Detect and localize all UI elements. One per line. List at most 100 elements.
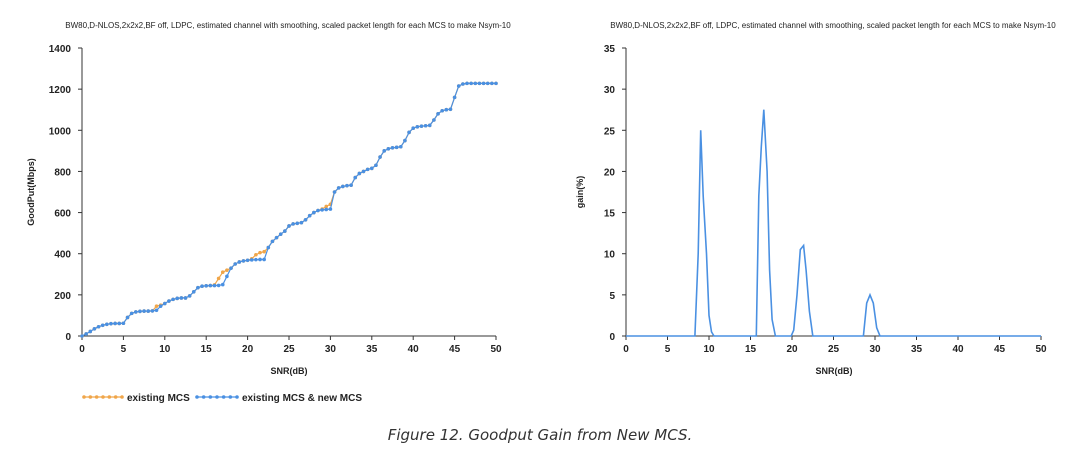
data-point (361, 169, 366, 174)
data-point (167, 299, 171, 303)
y-tick-label: 800 (54, 167, 71, 178)
y-tick-label: 1000 (49, 126, 72, 137)
data-point (109, 321, 113, 326)
data-point (324, 207, 329, 212)
data-point (370, 166, 374, 171)
legend-marker (82, 395, 86, 399)
data-point (237, 260, 242, 264)
data-point (419, 124, 424, 128)
data-point (146, 309, 151, 313)
data-point (374, 163, 378, 168)
data-point (353, 175, 358, 180)
x-tick-label: 35 (911, 344, 923, 355)
data-point (415, 124, 420, 129)
data-point (349, 183, 353, 188)
y-axis-label: gain(%) (575, 176, 585, 209)
data-point (100, 323, 105, 328)
data-point (461, 82, 465, 86)
data-point (220, 282, 225, 287)
data-point (303, 217, 308, 222)
data-point (105, 322, 109, 327)
data-point (357, 171, 362, 176)
data-point (241, 259, 246, 263)
x-tick-label: 50 (490, 344, 502, 355)
x-tick-label: 40 (952, 344, 964, 355)
data-point (469, 81, 473, 86)
legend-marker (120, 395, 124, 399)
data-point (390, 145, 395, 150)
x-tick-label: 40 (408, 344, 420, 355)
x-tick-label: 25 (828, 344, 840, 355)
data-point (262, 257, 266, 262)
data-point (307, 213, 312, 218)
gain-chart: BW80,D-NLOS,2x2x2,BF off, LDPC, estimate… (575, 21, 1056, 376)
data-point (96, 324, 101, 329)
data-point (274, 235, 279, 240)
data-point (473, 81, 478, 86)
data-point (183, 296, 188, 300)
data-point (117, 321, 122, 326)
y-axis-label: GoodPut(Mbps) (26, 158, 36, 225)
data-point (432, 118, 436, 122)
data-point (465, 81, 469, 86)
data-point (208, 283, 213, 288)
data-point (452, 95, 457, 100)
x-tick-label: 20 (242, 344, 254, 355)
legend-marker (113, 395, 118, 399)
data-point (291, 222, 295, 226)
data-point (287, 224, 291, 228)
x-tick-label: 5 (121, 344, 127, 355)
data-point (324, 204, 329, 209)
legend: existing MCS existing MCS & new MCS (82, 393, 362, 404)
data-point (125, 315, 130, 320)
data-point (316, 208, 320, 213)
data-point (113, 321, 117, 326)
data-point (129, 311, 134, 316)
data-point (254, 257, 258, 262)
legend-marker (201, 395, 206, 399)
chart-title: BW80,D-NLOS,2x2x2,BF off, LDPC, estimate… (610, 21, 1056, 30)
data-point (456, 84, 461, 88)
x-tick-label: 0 (79, 344, 85, 355)
data-point (444, 107, 449, 112)
x-tick-label: 5 (665, 344, 671, 355)
data-point (494, 81, 498, 86)
data-point (320, 208, 324, 212)
data-point (220, 270, 225, 275)
legend-marker (88, 395, 93, 399)
data-point (283, 229, 287, 233)
y-tick-label: 35 (604, 44, 616, 55)
x-tick-label: 15 (745, 344, 757, 355)
x-tick-label: 10 (159, 344, 171, 355)
data-point (411, 126, 416, 131)
legend-marker (107, 395, 112, 399)
data-point (440, 108, 444, 113)
data-point (179, 296, 184, 300)
data-point (245, 258, 250, 263)
data-point (407, 130, 411, 135)
data-point (477, 81, 482, 86)
legend-marker (195, 395, 199, 399)
x-tick-label: 10 (703, 344, 715, 355)
data-point (448, 107, 453, 112)
legend-marker (235, 395, 239, 399)
x-axis-label: SNR(dB) (816, 366, 853, 376)
data-point (254, 252, 258, 257)
x-tick-label: 35 (366, 344, 378, 355)
y-tick-label: 10 (604, 250, 616, 261)
x-tick-label: 30 (869, 344, 881, 355)
data-point (191, 289, 196, 294)
data-point (196, 285, 200, 290)
data-point (212, 283, 217, 288)
data-point (278, 232, 283, 236)
y-tick-label: 5 (609, 291, 615, 302)
data-point (84, 332, 88, 336)
data-point (154, 304, 159, 308)
data-point (328, 207, 333, 211)
y-tick-label: 20 (604, 167, 616, 178)
x-tick-label: 50 (1035, 344, 1047, 355)
y-tick-label: 0 (609, 332, 615, 343)
series-line (626, 109, 1041, 337)
data-point (345, 183, 349, 188)
